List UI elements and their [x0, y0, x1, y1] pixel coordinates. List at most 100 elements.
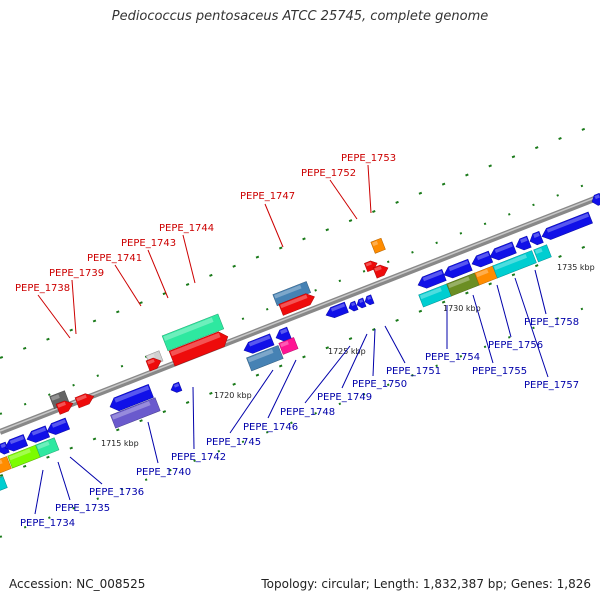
- label-leader-line: [147, 249, 169, 299]
- gene-block: [110, 397, 161, 429]
- label-leader-lines: [34, 164, 549, 515]
- accession-text: Accession: NC_008525: [9, 577, 146, 591]
- gene-block: [471, 250, 494, 268]
- gene-block: [372, 264, 389, 279]
- gene-block: [46, 417, 70, 435]
- gene-block: [325, 301, 349, 319]
- gene-label: PEPE_1741: [87, 253, 142, 264]
- gene-block: [272, 281, 312, 307]
- scale-ticks: 1715 kbp 1720 kbp 1725 kbp 1730 kbp 1735 kbp: [101, 263, 595, 448]
- gene-label: PEPE_1752: [301, 168, 356, 179]
- gene-label: PEPE_1756: [488, 340, 543, 351]
- gene-block: [109, 383, 154, 412]
- label-leader-line: [37, 294, 71, 339]
- gene-block: [170, 381, 183, 393]
- label-leader-line: [182, 234, 196, 284]
- gene-labels: PEPE_1734 PEPE_1735 PEPE_1736 PEPE_1738 PEPE…: [15, 153, 579, 529]
- label-leader-line: [534, 269, 547, 315]
- label-leader-line: [57, 461, 71, 501]
- label-leader-line: [372, 328, 376, 377]
- map-title: Pediococcus pentosaceus ATCC 25745, comp…: [111, 9, 489, 24]
- gene-block: [591, 192, 600, 206]
- gene-block: [243, 333, 275, 354]
- gene-label: PEPE_1734: [20, 518, 75, 529]
- gene-label: PEPE_1740: [136, 467, 191, 478]
- gene-block: [417, 269, 447, 289]
- dashed-guide-line: [0, 300, 600, 538]
- label-leader-line: [229, 369, 274, 434]
- label-leader-line: [192, 386, 195, 450]
- gene-block: [4, 434, 28, 452]
- genome-backbone: [0, 194, 600, 435]
- dashed-guide-line: [0, 121, 600, 359]
- scale-tick-label: 1720 kbp: [214, 391, 252, 400]
- label-leader-line: [472, 294, 494, 364]
- scale-tick-label: 1715 kbp: [101, 439, 139, 448]
- label-leader-line: [384, 325, 406, 364]
- gene-block: [74, 393, 95, 409]
- gene-label: PEPE_1744: [159, 223, 214, 234]
- gene-block: [443, 258, 473, 279]
- gene-label: PEPE_1742: [171, 452, 226, 463]
- label-leader-line: [514, 277, 549, 378]
- label-leader-line: [329, 179, 358, 220]
- gene-block: [492, 250, 537, 279]
- gene-block: [0, 476, 8, 493]
- gene-block: [278, 337, 299, 355]
- gene-label: PEPE_1753: [341, 153, 396, 164]
- topology-text: Topology: circular; Length: 1,832,387 bp…: [261, 577, 591, 591]
- label-leader-line: [71, 279, 77, 335]
- label-leader-line: [114, 264, 142, 307]
- gene-label: PEPE_1736: [89, 487, 144, 498]
- gene-block: [356, 297, 367, 309]
- gene-label: PEPE_1758: [524, 317, 579, 328]
- gene-block: [168, 331, 229, 367]
- gene-label: PEPE_1755: [472, 366, 527, 377]
- label-leader-line: [367, 164, 372, 214]
- label-leader-line: [147, 421, 159, 464]
- gene-block: [364, 260, 378, 273]
- gene-block: [533, 244, 552, 263]
- gene-label: PEPE_1749: [317, 392, 372, 403]
- gene-block: [529, 230, 544, 246]
- gene-label: PEPE_1748: [280, 407, 335, 418]
- scale-tick-label: 1725 kbp: [328, 347, 366, 356]
- gene-blocks: [0, 192, 600, 493]
- gene-label: PEPE_1743: [121, 238, 176, 249]
- gene-block: [364, 294, 375, 306]
- gene-label: PEPE_1754: [425, 352, 480, 363]
- gene-block: [489, 241, 517, 261]
- gene-block: [161, 313, 225, 352]
- gene-block: [26, 425, 50, 443]
- scale-tick-label: 1735 kbp: [557, 263, 595, 272]
- gene-block: [0, 456, 12, 474]
- gene-label: PEPE_1739: [49, 268, 104, 279]
- gene-block: [246, 345, 284, 372]
- gene-block: [515, 235, 532, 251]
- gene-block: [145, 357, 162, 372]
- label-leader-line: [341, 333, 368, 389]
- gene-block: [55, 400, 74, 415]
- label-leader-line: [264, 203, 284, 248]
- gene-label: PEPE_1747: [240, 191, 295, 202]
- gene-label: PEPE_1746: [243, 422, 298, 433]
- gene-label: PEPE_1751: [386, 366, 441, 377]
- label-leader-line: [267, 359, 297, 419]
- gene-label: PEPE_1735: [55, 503, 110, 514]
- gene-label: PEPE_1750: [352, 379, 407, 390]
- gene-block: [348, 300, 359, 312]
- label-leader-line: [34, 469, 44, 515]
- gene-block: [370, 237, 386, 254]
- gene-block: [541, 211, 593, 240]
- gene-label: PEPE_1738: [15, 283, 70, 294]
- backbone-line: [0, 194, 600, 435]
- label-leader-line: [304, 345, 351, 404]
- label-leader-line: [69, 456, 103, 485]
- gene-label: PEPE_1745: [206, 437, 261, 448]
- backbone-highlight: [0, 195, 600, 432]
- label-leader-line: [496, 284, 512, 338]
- scale-tick-label: 1730 kbp: [443, 304, 481, 313]
- gene-block: [35, 437, 60, 458]
- dashed-guide-lines: [0, 121, 600, 538]
